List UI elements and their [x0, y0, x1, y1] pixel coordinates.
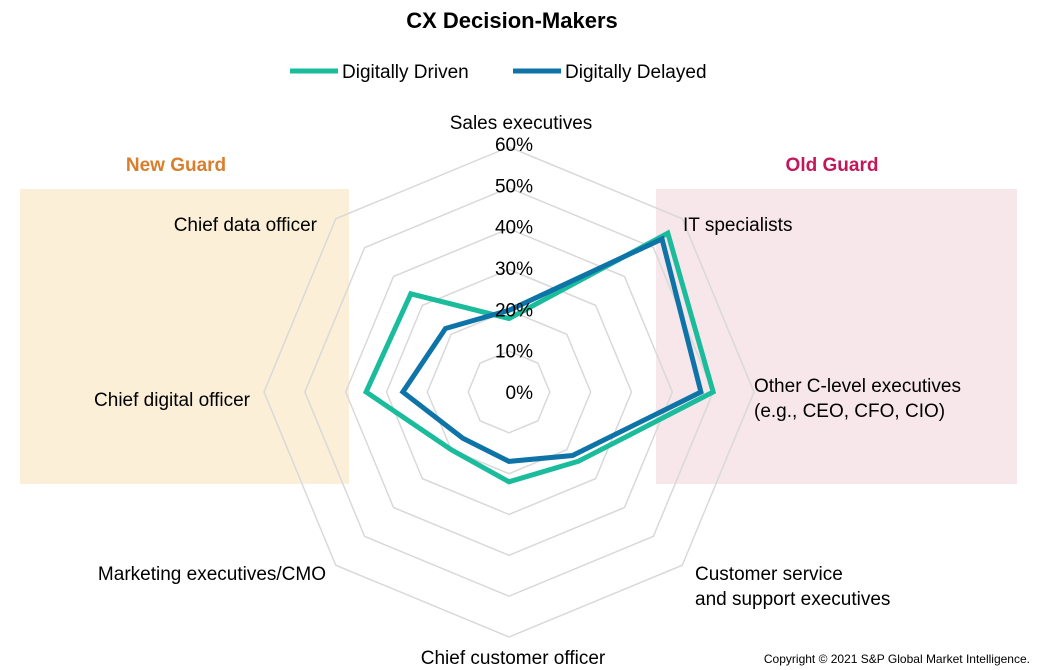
tick-label-4: 40%	[495, 218, 533, 239]
series-line-digitally-driven	[362, 229, 717, 485]
axis-label-line: Chief data officer	[174, 215, 318, 236]
grid-ring-4	[344, 227, 674, 557]
grid-ring-5	[304, 187, 714, 597]
legend-label-digitally-delayed: Digitally Delayed	[565, 62, 707, 83]
axis-label-it-specialists: IT specialists	[683, 215, 792, 236]
axis-label-line: Customer service	[695, 564, 843, 585]
axis-label-customer-service-and-support-executives: Customer service and support executives	[695, 564, 890, 610]
copyright-text: Copyright © 2021 S&P Global Market Intel…	[764, 652, 1030, 666]
axis-labels: Sales executives IT specialists Other C-le…	[94, 113, 961, 669]
tick-label-2: 20%	[495, 300, 533, 321]
radar-grid	[263, 146, 755, 638]
grid-ring-6	[263, 146, 755, 638]
legend-label-digitally-driven: Digitally Driven	[342, 62, 469, 83]
tick-label-6: 60%	[495, 135, 533, 156]
axis-label-line: Marketing executives/CMO	[98, 564, 326, 585]
legend: Digitally Driven Digitally Delayed	[290, 62, 707, 83]
axis-label-line: and support executives	[695, 589, 890, 610]
radial-tick-labels: 0% 10% 20% 30% 40% 50% 60%	[495, 135, 533, 404]
axis-label-line: IT specialists	[683, 215, 792, 236]
axis-label-line: Sales executives	[450, 113, 593, 134]
axis-label-other-c-level-executives-e-g-ceo-cfo-cio: Other C-level executives (e.g., CEO, CFO,…	[754, 376, 961, 422]
tick-label-3: 30%	[495, 259, 533, 280]
grid-ring-3	[385, 268, 633, 516]
new-guard-region	[20, 189, 349, 484]
tick-label-5: 50%	[495, 176, 533, 197]
series-line-digitally-delayed	[399, 235, 704, 464]
tick-label-1: 10%	[495, 342, 533, 363]
axis-label-line: Chief customer officer	[421, 648, 606, 669]
axis-label-sales-executives: Sales executives	[450, 113, 593, 134]
grid-ring-2	[426, 309, 592, 475]
series-layer	[362, 229, 717, 485]
new-guard-label: New Guard	[126, 155, 226, 176]
axis-label-chief-customer-officer: Chief customer officer	[421, 648, 606, 669]
axis-label-marketing-executives-cmo: Marketing executives/CMO	[98, 564, 326, 585]
tick-label-0: 0%	[506, 383, 534, 404]
old-guard-region	[656, 189, 1017, 484]
grid-ring-1	[467, 350, 551, 434]
old-guard-label: Old Guard	[786, 155, 879, 176]
axis-label-chief-digital-officer: Chief digital officer	[94, 390, 251, 411]
axis-label-line: Chief digital officer	[94, 390, 251, 411]
axis-label-chief-data-officer: Chief data officer	[174, 215, 318, 236]
axis-label-line: (e.g., CEO, CFO, CIO)	[754, 401, 945, 422]
chart-title: CX Decision-Makers	[406, 8, 618, 33]
axis-label-line: Other C-level executives	[754, 376, 961, 397]
